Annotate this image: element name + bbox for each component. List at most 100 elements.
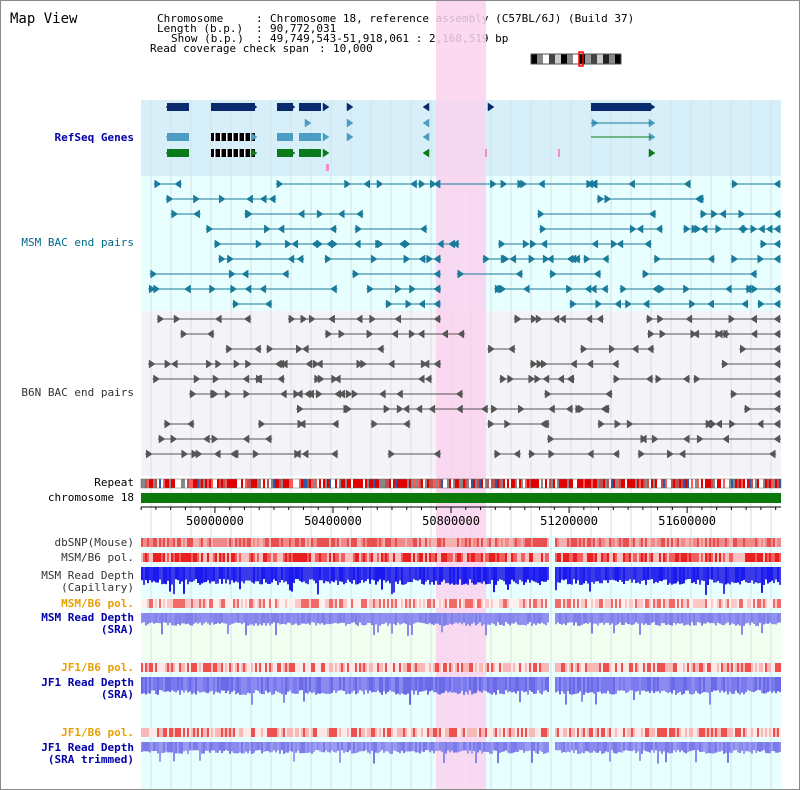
- track-label-msm-bac[interactable]: MSM BAC end pairs: [21, 236, 134, 249]
- jf1-b6-pol-2-heat: [489, 728, 491, 737]
- msm-b6-pol-heat: [247, 553, 249, 562]
- jf1-b6-pol-2-heat: [457, 728, 459, 737]
- msm-b6-pol-sra-heat: [273, 599, 275, 608]
- track-label-jf1-b6-pol[interactable]: JF1/B6 pol.: [61, 661, 134, 674]
- msm-depth-sra-bar: [469, 613, 471, 626]
- b6n-bac-pair-end: [596, 314, 604, 324]
- jf1-b6-pol-heat: [473, 663, 475, 672]
- b6n-bac-pair-end: [530, 314, 538, 324]
- jf1-b6-pol-heat: [423, 663, 425, 672]
- dbsnp-heat: [203, 538, 205, 547]
- jf1-depth-bar: [651, 677, 653, 691]
- jf1-b6-pol-heat: [441, 663, 443, 672]
- track-label-jf1-depth[interactable]: JF1 Read Depth: [41, 676, 134, 689]
- b6n-bac-pair-end: [145, 449, 153, 459]
- msm-depth-sra-bar: [701, 613, 703, 626]
- msm-b6-pol-sra-heat: [423, 599, 425, 608]
- msm-bac-pair-end: [760, 239, 768, 249]
- jf1-depth-trimmed-bar: [729, 742, 731, 753]
- track-label-repeat[interactable]: Repeat: [94, 476, 134, 489]
- jf1-b6-pol-2-heat: [293, 728, 295, 737]
- msm-depth-sra-bar: [159, 613, 161, 624]
- msm-depth-capillary-bar: [765, 567, 767, 580]
- jf1-b6-pol-heat: [765, 663, 767, 672]
- jf1-depth-bar: [521, 677, 523, 691]
- msm-depth-capillary-bar: [311, 567, 313, 580]
- chromosome-ideogram: [530, 53, 622, 65]
- jf1-b6-pol-2-heat: [669, 728, 671, 737]
- track-label-refseq[interactable]: RefSeq Genes: [54, 131, 134, 144]
- msm-depth-capillary-bar: [525, 567, 527, 583]
- msm-depth-capillary-bar: [693, 567, 695, 583]
- msm-depth-sra-bar: [721, 613, 723, 625]
- repeat-element: [161, 479, 163, 488]
- repeat-element: [381, 479, 383, 488]
- track-label-msm-depth-sra[interactable]: MSM Read Depth: [41, 611, 134, 624]
- msm-b6-pol-heat: [491, 553, 493, 562]
- jf1-depth-trimmed-bar: [263, 742, 265, 752]
- repeat-element: [529, 479, 531, 488]
- refseq-strand-arrow: [346, 132, 354, 142]
- msm-depth-sra-bar: [645, 613, 647, 624]
- msm-b6-pol-sra-heat: [173, 599, 175, 608]
- msm-bac-pair-end: [297, 209, 305, 219]
- msm-b6-pol-heat: [259, 553, 261, 562]
- jf1-depth-trimmed-bar: [399, 742, 401, 754]
- msm-depth-capillary-bar: [341, 567, 343, 582]
- msm-depth-capillary-bar: [453, 567, 455, 585]
- dbsnp-heat: [349, 538, 351, 547]
- jf1-depth-trimmed-bar: [459, 742, 461, 752]
- jf1-b6-pol-heat: [527, 663, 529, 672]
- repeat-element: [233, 479, 235, 488]
- track-label-msm-b6-pol-sra[interactable]: MSM/B6 pol.: [61, 597, 134, 610]
- jf1-b6-pol-heat: [717, 663, 719, 672]
- repeat-element: [283, 479, 285, 488]
- jf1-depth-trimmed-bar: [287, 742, 289, 753]
- msm-b6-pol-sra-heat: [349, 599, 351, 608]
- msm-depth-capillary-bar: [711, 567, 713, 580]
- track-label-jf1-b6-pol-2[interactable]: JF1/B6 pol.: [61, 726, 134, 739]
- jf1-depth-bar: [309, 677, 311, 692]
- track-label-msm-depth-capillary[interactable]: MSM Read Depth: [41, 569, 134, 582]
- track-label-msm-b6-pol[interactable]: MSM/B6 pol.: [61, 551, 134, 564]
- msm-b6-pol-sra-heat: [321, 599, 323, 608]
- msm-b6-pol-heat: [465, 553, 467, 562]
- jf1-b6-pol-2-heat: [299, 728, 301, 737]
- dbsnp-heat: [145, 538, 147, 547]
- jf1-b6-pol-2-heat: [429, 728, 431, 737]
- jf1-depth-trimmed-bar: [479, 742, 481, 751]
- msm-b6-pol-heat: [301, 553, 303, 562]
- jf1-b6-pol-heat: [275, 663, 277, 672]
- repeat-element: [753, 479, 755, 488]
- msm-b6-pol-heat: [417, 553, 419, 562]
- msm-b6-pol-sra-heat: [215, 599, 217, 608]
- dbsnp-heat: [657, 538, 659, 547]
- track-label-chromosome[interactable]: chromosome 18: [47, 491, 134, 504]
- jf1-depth-trimmed-bar: [235, 742, 237, 754]
- jf1-depth-trimmed-bar: [689, 742, 691, 752]
- track-label-dbsnp[interactable]: dbSNP(Mouse): [54, 536, 134, 549]
- jf1-b6-pol-2-heat: [319, 728, 321, 737]
- msm-b6-pol-sra-heat: [289, 599, 291, 608]
- jf1-depth-trimmed-bar: [293, 742, 295, 762]
- track-label-jf1-depth-trimmed[interactable]: JF1 Read Depth: [41, 741, 134, 754]
- b6n-bac-pair-end: [640, 434, 648, 444]
- dbsnp-heat: [487, 538, 489, 547]
- msm-depth-capillary-bar: [665, 567, 667, 580]
- msm-b6-pol-sra-heat: [347, 599, 349, 608]
- jf1-b6-pol-heat: [651, 663, 653, 672]
- jf1-b6-pol-2-heat: [241, 728, 243, 737]
- jf1-b6-pol-2-heat: [445, 728, 447, 737]
- repeat-element: [771, 479, 773, 488]
- jf1-b6-pol-heat: [611, 663, 613, 672]
- repeat-element: [619, 479, 621, 488]
- track-label-b6n-bac[interactable]: B6N BAC end pairs: [21, 386, 134, 399]
- jf1-depth-trimmed-bar: [653, 742, 655, 753]
- msm-b6-pol-sra-heat: [405, 599, 407, 608]
- msm-b6-pol-sra-heat: [297, 599, 299, 608]
- jf1-b6-pol-2-heat: [663, 728, 665, 737]
- msm-b6-pol-sra-heat: [721, 599, 723, 608]
- dbsnp-heat: [231, 538, 233, 547]
- repeat-element: [415, 479, 417, 488]
